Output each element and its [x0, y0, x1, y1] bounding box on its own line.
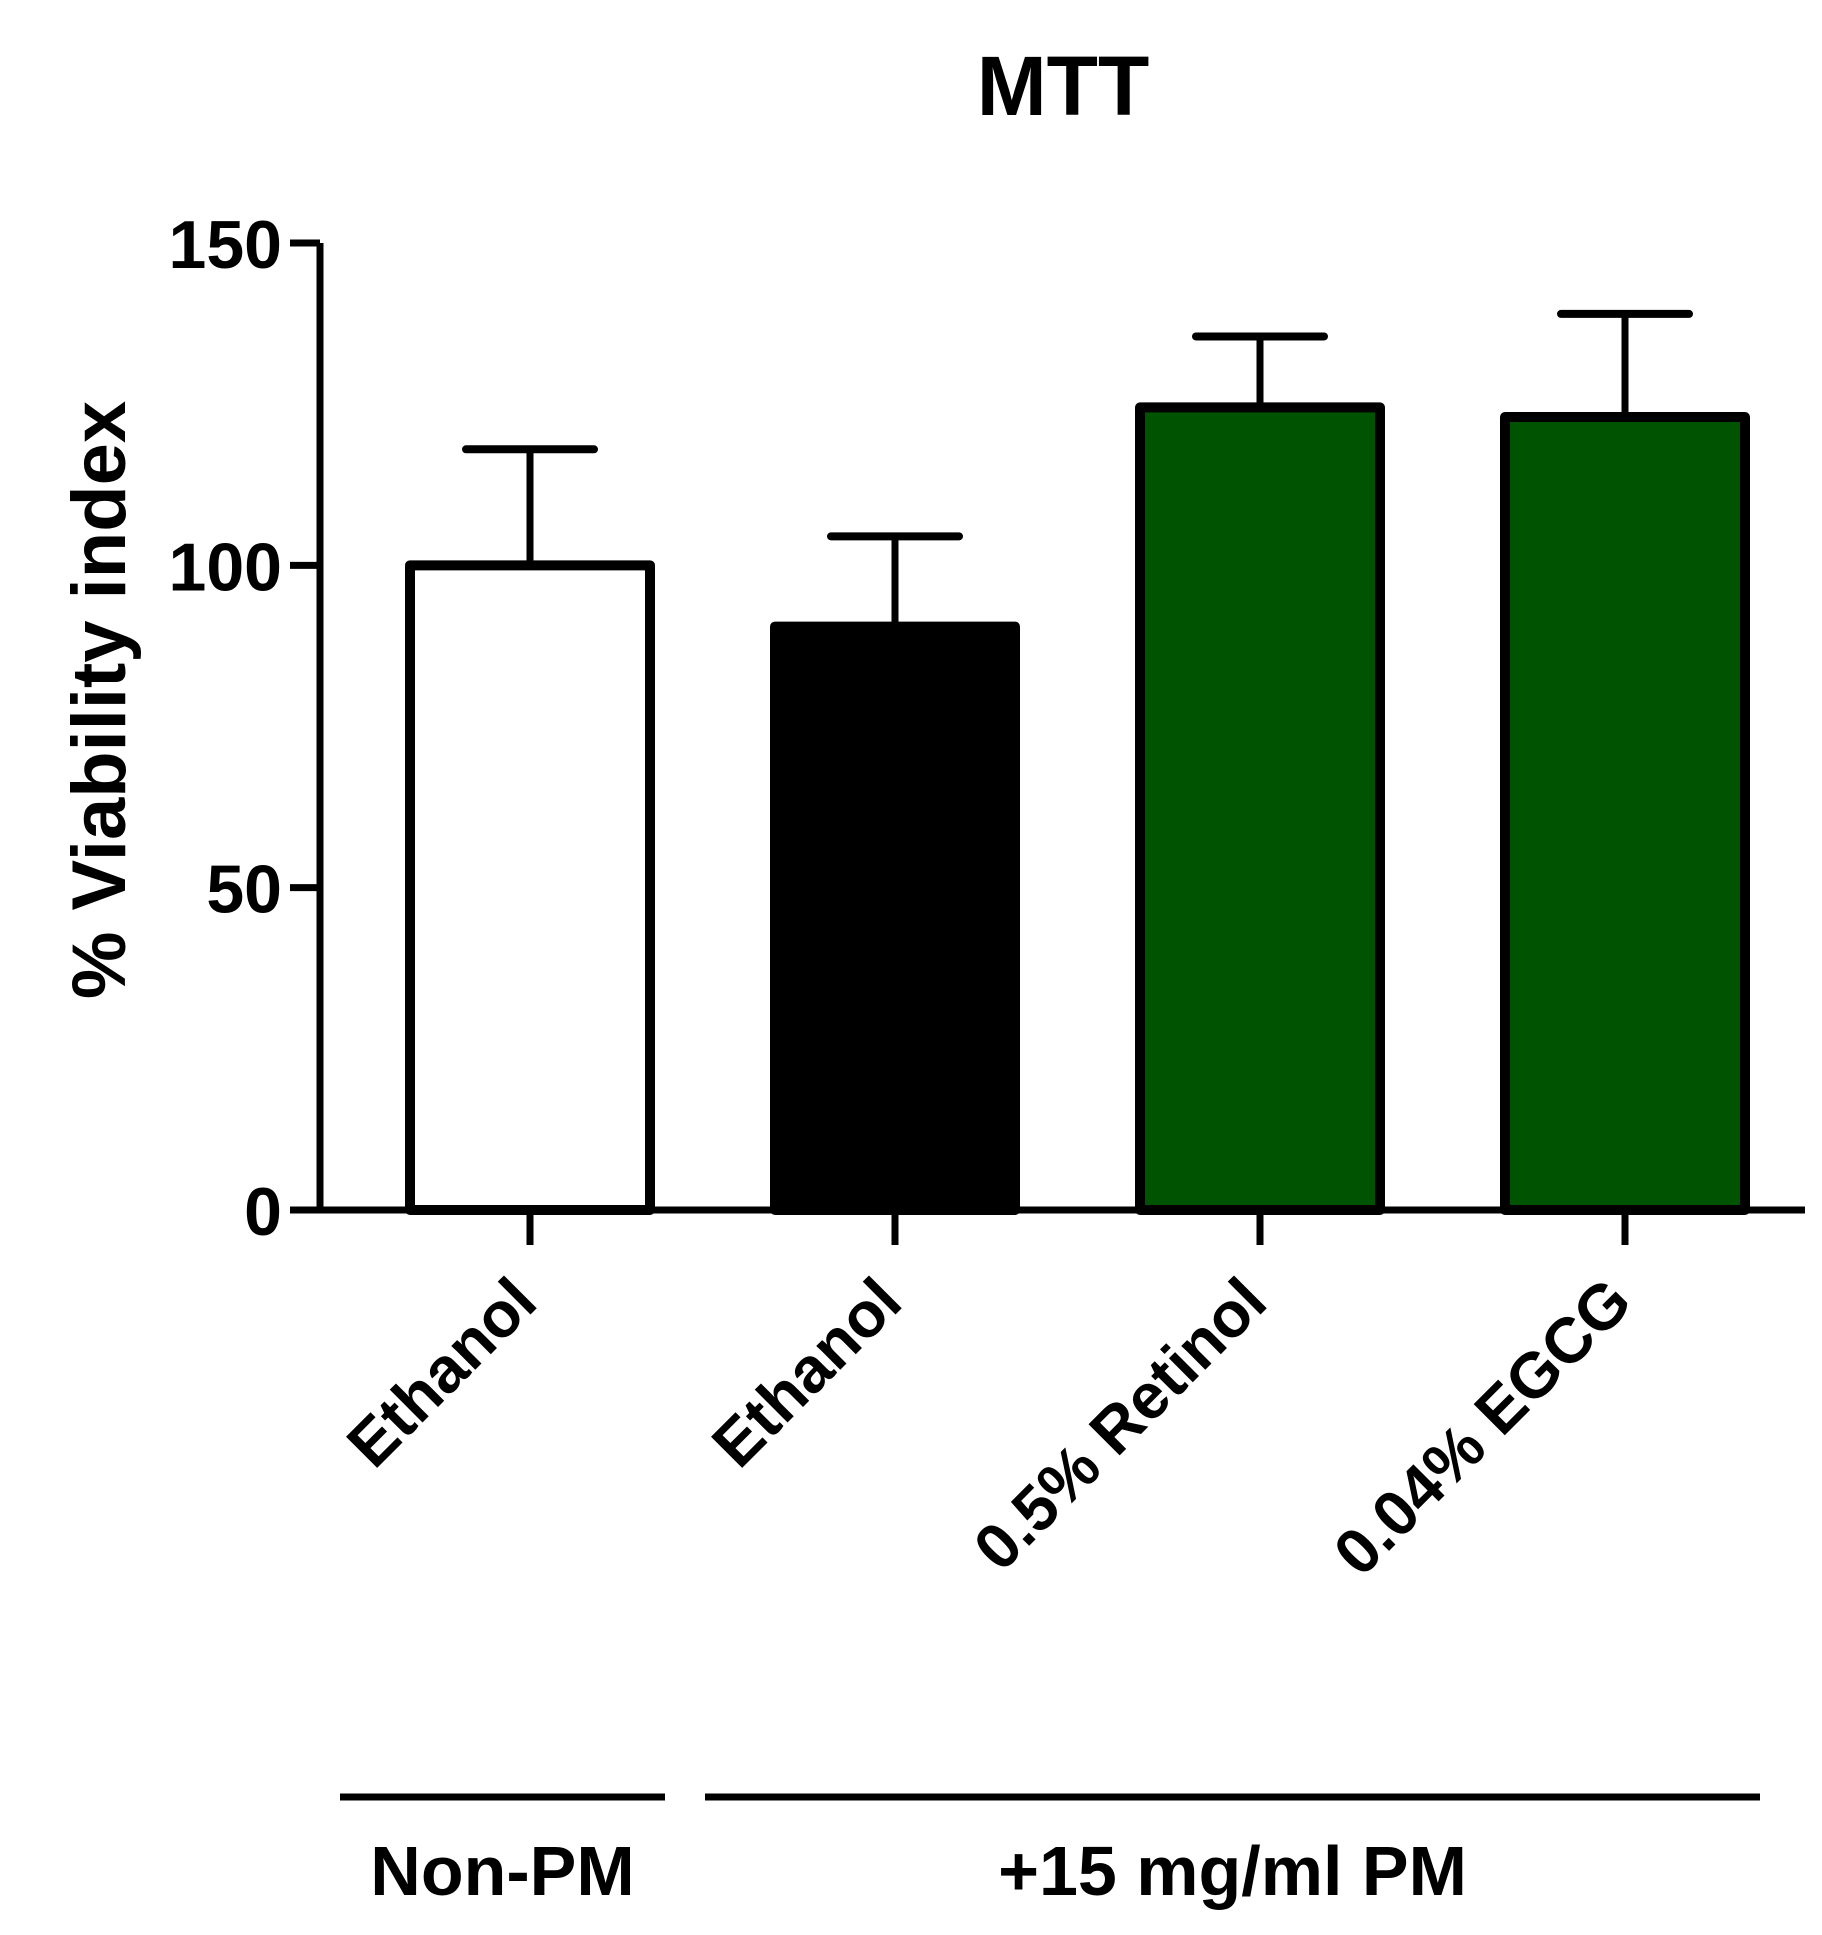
y-axis-label: % Viability index	[57, 401, 142, 999]
chart-title: MTT	[977, 39, 1150, 133]
x-tick-label: Ethanol	[333, 1264, 550, 1481]
y-tick-label: 0	[244, 1174, 282, 1250]
y-tick-label: 100	[169, 529, 282, 605]
x-tick-label: 0.04% EGCG	[1320, 1264, 1645, 1589]
bar	[405, 560, 655, 1215]
y-tick-label: 50	[206, 852, 282, 928]
group-label: Non-PM	[370, 1832, 634, 1910]
bar	[1500, 412, 1750, 1215]
x-tick-label: 0.5% Retinol	[960, 1264, 1280, 1584]
group-annotations: Non-PM +15 mg/ml PM	[340, 1793, 1760, 1910]
x-tick-label: Ethanol	[698, 1264, 915, 1481]
y-tick-label: 150	[169, 207, 282, 283]
bar	[1135, 402, 1385, 1215]
group-label: +15 mg/ml PM	[998, 1832, 1467, 1910]
bar	[770, 621, 1020, 1215]
